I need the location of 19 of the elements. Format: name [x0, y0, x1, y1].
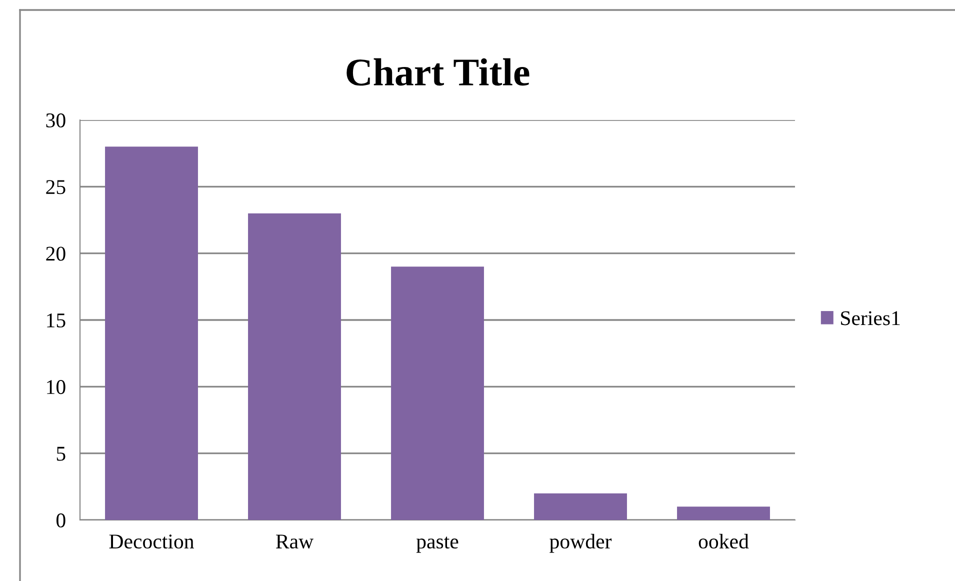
y-tick-label: 0: [56, 513, 66, 528]
y-tick-label: 20: [46, 246, 66, 261]
x-tick-label: Decoction: [109, 534, 194, 549]
bar: [391, 266, 484, 520]
legend-label: Series1: [841, 311, 900, 326]
bar: [105, 146, 198, 520]
x-tick-label: Raw: [276, 534, 314, 549]
y-tick-label: 25: [46, 180, 66, 194]
y-tick-label: 5: [56, 446, 66, 461]
bar: [677, 506, 770, 520]
y-tick-label: 15: [47, 313, 66, 328]
chart-title: Chart Title: [346, 58, 530, 86]
y-tick-label: 10: [47, 380, 66, 394]
x-tick-label: powder: [550, 534, 612, 553]
x-tick-label: ooked: [698, 534, 749, 549]
x-tick-label: paste: [416, 536, 458, 553]
bar: [248, 213, 341, 520]
bar: [534, 493, 627, 520]
y-tick-label: 30: [46, 113, 66, 128]
